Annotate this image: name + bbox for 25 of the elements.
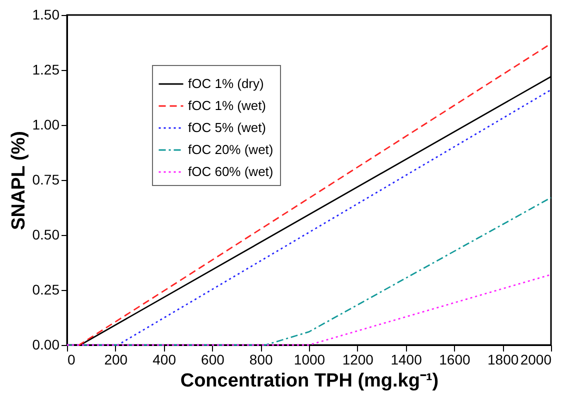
x-tick-label: 1800 [488, 352, 519, 368]
x-tick-label: 800 [249, 352, 273, 368]
x-tick-label: 1600 [439, 352, 470, 368]
y-tick-label: 0.75 [32, 172, 60, 188]
x-tick-label: 1400 [390, 352, 422, 368]
x-tick-label: 2000 [520, 352, 552, 368]
y-tick-label: 0.50 [32, 226, 60, 242]
y-tick-label: 1.00 [32, 116, 60, 132]
y-tick-label: 0.25 [32, 282, 60, 298]
y-tick-label: 0.00 [32, 336, 60, 352]
x-axis-title: Concentration TPH (mg.kg⁻¹) [180, 370, 439, 392]
legend-label: fOC 60% (wet) [188, 164, 274, 179]
legend-label: fOC 20% (wet) [188, 142, 274, 157]
y-axis-title: SNAPL (%) [8, 131, 30, 230]
x-tick-label: 1000 [294, 352, 326, 368]
x-tick-label: 200 [104, 352, 128, 368]
legend-label: fOC 1% (dry) [188, 76, 264, 91]
y-tick-label: 1.50 [32, 6, 60, 22]
x-tick-label: 0 [68, 352, 76, 368]
x-tick-label: 1200 [342, 352, 374, 368]
x-tick-label: 400 [152, 352, 176, 368]
x-tick-label: 600 [201, 352, 225, 368]
legend-label: fOC 1% (wet) [188, 98, 266, 113]
y-tick-label: 1.25 [32, 62, 60, 78]
legend-label: fOC 5% (wet) [188, 120, 266, 135]
